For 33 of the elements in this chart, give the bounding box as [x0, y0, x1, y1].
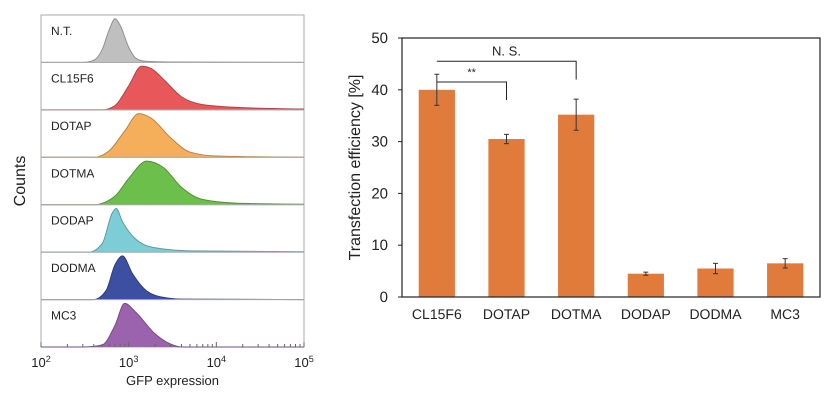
- y-tick-label: 20: [371, 185, 388, 202]
- y-tick-label: 0: [380, 289, 388, 306]
- bar: [767, 263, 804, 297]
- bar: [697, 268, 734, 297]
- x-tick-label: DODMA: [689, 306, 742, 322]
- text: CL15F6: [51, 71, 94, 86]
- series-label: DODAP: [51, 214, 94, 228]
- x-axis-title: GFP expression: [126, 373, 219, 388]
- x-tick-label: 10$^{3}$: [118, 354, 138, 370]
- y-tick-label: 30: [371, 134, 388, 151]
- x-tick-label: 10$^{5}$: [294, 354, 314, 370]
- x-tick-label: DOTAP: [482, 306, 530, 322]
- x-tick-label: 10$^{2}$: [31, 354, 51, 370]
- bar: [628, 274, 664, 297]
- annotation: **: [467, 67, 477, 80]
- text: N.T.: [51, 24, 72, 38]
- y-tick-label: 50: [371, 30, 388, 47]
- x-tick-label: DODAP: [620, 306, 671, 322]
- series-label: DODMA: [51, 261, 96, 276]
- x-tick-label: CL15F6: [412, 306, 462, 322]
- annotation: N. S.: [492, 43, 521, 58]
- x-tick-label: 10$^{4}$: [206, 354, 226, 370]
- bar: [488, 139, 525, 297]
- text: DOTMA: [51, 166, 94, 180]
- y-tick-label: 10: [371, 237, 388, 254]
- x-tick-label: DOTMA: [550, 306, 602, 322]
- bar: [418, 90, 455, 297]
- x-tick-label: MC3: [770, 306, 800, 322]
- y-tick-label: 40: [371, 82, 388, 99]
- y-axis-title: Counts: [12, 156, 29, 206]
- y-axis-title: Transfection efficiency [%]: [347, 74, 364, 260]
- bar: [558, 114, 594, 297]
- text: DOTAP: [51, 118, 92, 133]
